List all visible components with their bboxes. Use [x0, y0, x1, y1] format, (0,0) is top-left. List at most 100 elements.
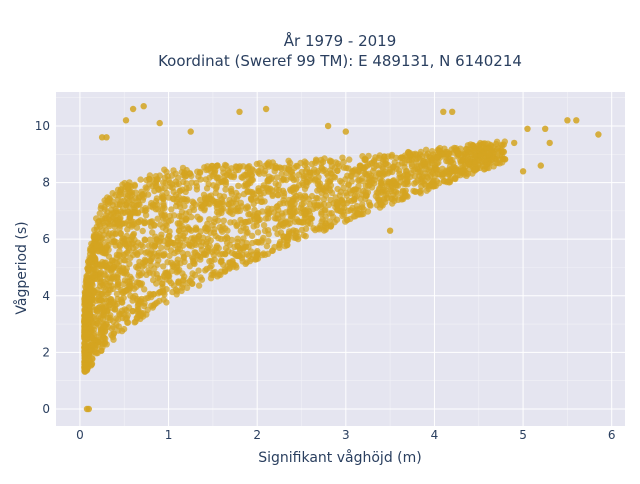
scatter-point: [331, 174, 339, 181]
scatter-point: [102, 286, 109, 293]
scatter-point: [265, 209, 273, 216]
scatter-point: [130, 218, 137, 226]
scatter-point: [158, 244, 165, 251]
scatter-point: [119, 299, 126, 306]
scatter-point: [188, 179, 195, 186]
scatter-point: [312, 176, 319, 183]
scatter-point: [184, 224, 191, 231]
scatter-point: [179, 249, 186, 257]
scatter-point: [334, 167, 341, 174]
scatter-point: [500, 148, 508, 156]
scatter-point-outlier: [386, 227, 394, 234]
scatter-point: [213, 183, 220, 190]
scatter-point: [299, 179, 306, 187]
scatter-point: [142, 295, 149, 302]
scatter-point: [191, 271, 199, 279]
scatter-point: [290, 227, 297, 234]
scatter-point: [195, 267, 202, 274]
scatter-point: [114, 186, 122, 193]
scatter-point: [260, 222, 268, 229]
scatter-point: [171, 249, 178, 257]
scatter-point: [119, 220, 127, 227]
scatter-point: [207, 275, 215, 282]
scatter-point: [450, 163, 458, 171]
scatter-point-outlier: [449, 108, 456, 116]
scatter-point: [154, 261, 161, 268]
scatter-point: [263, 242, 271, 250]
scatter-point: [86, 256, 94, 263]
scatter-point: [265, 231, 272, 238]
scatter-point: [129, 201, 136, 208]
scatter-point: [243, 240, 250, 247]
scatter-point: [250, 200, 257, 208]
scatter-point-outlier: [511, 139, 518, 147]
scatter-point: [388, 153, 395, 160]
scatter-point: [83, 364, 91, 371]
scatter-point: [108, 331, 115, 339]
scatter-point: [162, 226, 170, 234]
scatter-point: [403, 154, 410, 161]
scatter-point: [388, 195, 395, 202]
scatter-point: [181, 169, 188, 176]
scatter-point: [94, 286, 101, 293]
scatter-point: [152, 233, 159, 240]
scatter-point: [99, 315, 107, 323]
scatter-point: [104, 266, 111, 273]
scatter-point: [488, 156, 495, 164]
scatter-point: [394, 190, 401, 197]
scatter-point: [141, 300, 148, 307]
scatter-point: [200, 191, 208, 198]
scatter-point: [271, 243, 278, 251]
scatter-point: [141, 218, 148, 225]
scatter-point: [345, 197, 352, 204]
scatter-point: [96, 210, 104, 217]
scatter-point: [233, 252, 240, 259]
scatter-point-outlier: [519, 168, 527, 175]
scatter-point: [197, 176, 204, 183]
scatter-point: [137, 176, 144, 183]
scatter-point: [294, 163, 301, 170]
scatter-point: [320, 196, 328, 203]
scatter-point: [170, 167, 177, 174]
scatter-point: [93, 308, 101, 315]
scatter-point: [145, 242, 153, 249]
scatter-point: [492, 140, 500, 148]
scatter-point-outlier: [564, 117, 571, 124]
scatter-point: [100, 321, 107, 329]
scatter-point: [212, 232, 219, 240]
scatter-point: [301, 158, 308, 165]
scatter-point: [244, 165, 251, 172]
scatter-point: [233, 195, 240, 203]
scatter-point: [153, 280, 160, 287]
scatter-point: [287, 174, 295, 181]
scatter-point: [303, 165, 311, 172]
scatter-point: [381, 195, 388, 202]
scatter-point: [445, 171, 452, 178]
scatter-point: [278, 170, 285, 178]
scatter-point: [166, 277, 173, 285]
scatter-point: [137, 280, 144, 287]
scatter-point: [370, 167, 377, 175]
scatter-point: [107, 286, 114, 294]
scatter-point: [471, 148, 478, 155]
scatter-point: [227, 219, 234, 226]
scatter-point: [321, 155, 328, 162]
scatter-point: [425, 166, 432, 174]
scatter-point: [115, 262, 123, 270]
scatter-point: [422, 158, 429, 166]
scatter-point: [435, 179, 443, 187]
chart-title-line1: År 1979 - 2019: [284, 31, 397, 50]
scatter-point: [333, 216, 341, 223]
scatter-point: [134, 197, 142, 205]
scatter-point: [165, 194, 172, 201]
scatter-point: [282, 219, 289, 226]
scatter-point: [169, 184, 176, 191]
scatter-point: [345, 181, 352, 188]
scatter-point: [218, 196, 225, 203]
scatter-point: [417, 187, 424, 195]
scatter-point: [112, 230, 119, 238]
scatter-point-outlier: [140, 103, 147, 110]
scatter-point: [117, 230, 124, 238]
scatter-point: [245, 211, 252, 218]
scatter-point: [401, 159, 408, 167]
